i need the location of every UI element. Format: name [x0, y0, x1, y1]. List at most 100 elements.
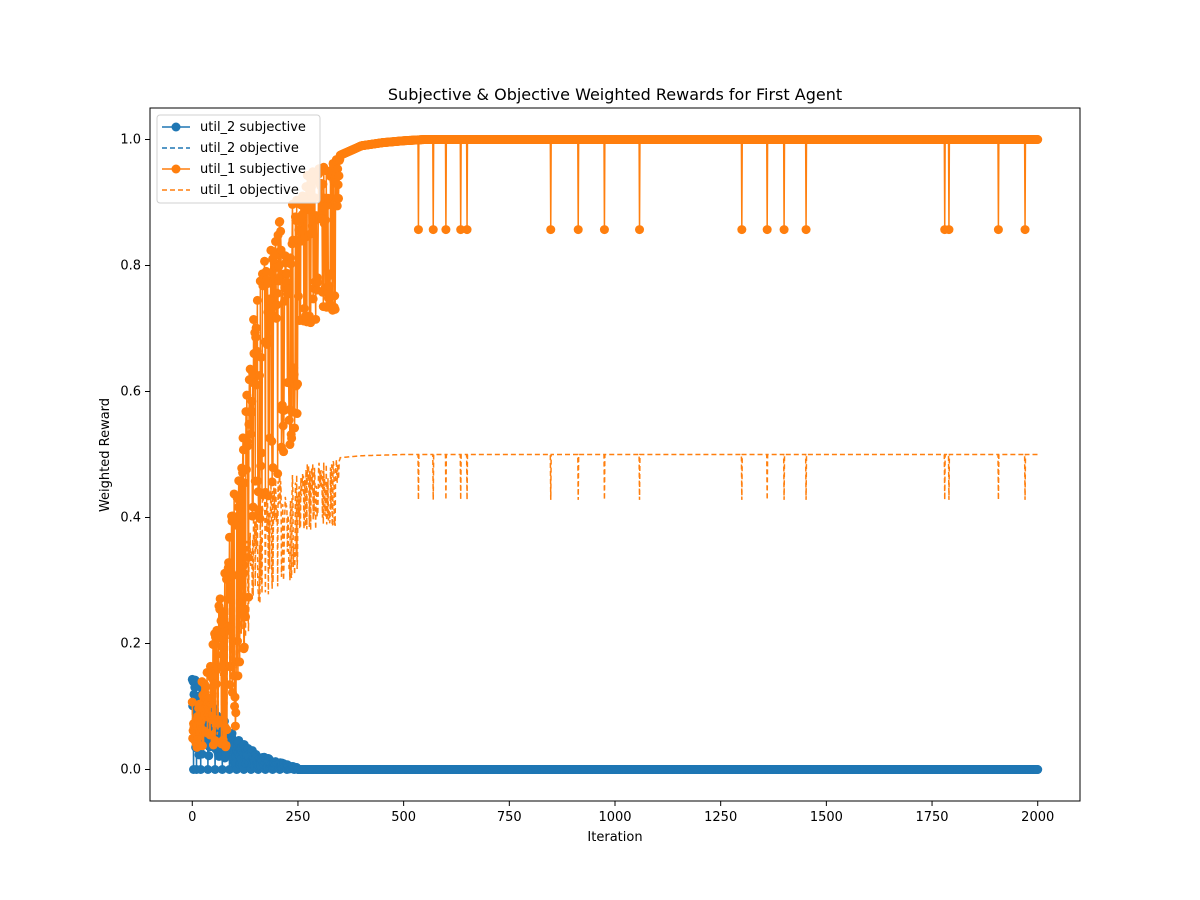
series-layer — [187, 135, 1043, 774]
plot-area — [149, 107, 1081, 802]
data-point — [244, 419, 254, 429]
data-point — [546, 225, 556, 235]
data-point — [330, 291, 340, 301]
chart-title: Subjective & Objective Weighted Rewards … — [388, 85, 842, 104]
data-point — [254, 371, 264, 380]
data-point — [243, 441, 253, 451]
data-point — [282, 268, 292, 278]
y-tick-label: 1.0 — [120, 133, 141, 148]
data-point — [599, 225, 609, 235]
data-point — [197, 741, 207, 751]
series-util2-subjective-markers — [187, 674, 1043, 774]
data-point — [221, 740, 231, 750]
data-point — [213, 633, 223, 643]
x-tick-label: 500 — [391, 810, 416, 825]
data-point — [441, 225, 451, 235]
data-point — [289, 370, 299, 380]
data-point — [323, 193, 333, 203]
data-point — [210, 765, 220, 774]
data-point — [236, 510, 246, 520]
data-point — [263, 307, 273, 317]
data-point — [224, 765, 234, 774]
data-point — [256, 352, 266, 362]
legend-marker — [171, 164, 181, 174]
data-point — [273, 469, 283, 479]
data-point — [256, 461, 266, 471]
data-point — [267, 477, 277, 487]
data-point — [413, 225, 423, 235]
legend-marker — [171, 122, 181, 132]
data-point — [249, 315, 259, 325]
data-point — [251, 323, 261, 333]
data-point — [248, 369, 258, 379]
data-point — [253, 476, 263, 486]
data-point — [326, 269, 336, 279]
data-point — [428, 225, 438, 235]
data-point — [311, 314, 321, 324]
data-point — [1020, 225, 1030, 235]
data-point — [242, 390, 252, 400]
data-point — [1033, 135, 1043, 144]
data-point — [209, 639, 219, 649]
legend-label: util_1 subjective — [200, 162, 306, 177]
data-point — [276, 226, 286, 236]
data-point — [292, 409, 302, 419]
data-point — [332, 201, 342, 211]
data-point — [224, 558, 234, 568]
data-point — [303, 205, 313, 215]
data-point — [218, 609, 228, 619]
x-tick-label: 2000 — [1021, 810, 1054, 825]
data-point — [299, 303, 309, 313]
data-point — [737, 225, 747, 235]
data-point — [230, 692, 240, 702]
data-point — [462, 225, 472, 235]
data-point — [297, 210, 307, 220]
data-point — [293, 291, 303, 301]
data-point — [279, 447, 289, 457]
data-point — [456, 225, 466, 235]
data-point — [322, 200, 332, 210]
data-point — [252, 380, 262, 390]
x-tick-label: 1250 — [704, 810, 737, 825]
data-point — [257, 448, 267, 458]
data-point — [993, 225, 1003, 235]
series-util1-objective-line — [191, 453, 1038, 747]
data-point — [275, 217, 285, 226]
data-point — [272, 288, 282, 298]
data-point — [801, 225, 811, 235]
data-point — [241, 465, 251, 475]
x-tick-label: 0 — [188, 810, 196, 825]
data-point — [283, 284, 293, 294]
x-tick-label: 1750 — [915, 810, 948, 825]
data-point — [306, 229, 316, 239]
data-point — [279, 296, 289, 306]
data-point — [197, 749, 207, 759]
data-point — [334, 171, 344, 181]
data-point — [239, 642, 249, 652]
data-point — [320, 215, 330, 225]
data-point — [278, 421, 288, 431]
data-point — [635, 225, 645, 235]
data-point — [222, 725, 232, 735]
legend-label: util_2 subjective — [200, 120, 306, 135]
x-axis-label: Iteration — [587, 830, 642, 845]
data-point — [308, 294, 318, 304]
legend: util_2 subjective util_2 objective util_1 … — [156, 114, 321, 204]
data-point — [293, 379, 303, 389]
data-point — [232, 520, 242, 530]
data-point — [231, 708, 241, 718]
data-point — [762, 225, 772, 235]
data-point — [272, 300, 282, 310]
legend-box — [156, 114, 321, 204]
data-point — [252, 295, 262, 305]
data-point — [271, 313, 281, 323]
x-axis: 0 250 500 750 1000 1250 1500 1750 2000 — [188, 801, 1054, 825]
data-point — [779, 225, 789, 235]
data-point — [224, 532, 234, 542]
series-util1-subjective-markers — [187, 135, 1043, 752]
data-point — [264, 334, 274, 344]
data-point — [287, 433, 297, 443]
y-tick-label: 0.0 — [120, 763, 141, 778]
data-point — [333, 164, 343, 174]
